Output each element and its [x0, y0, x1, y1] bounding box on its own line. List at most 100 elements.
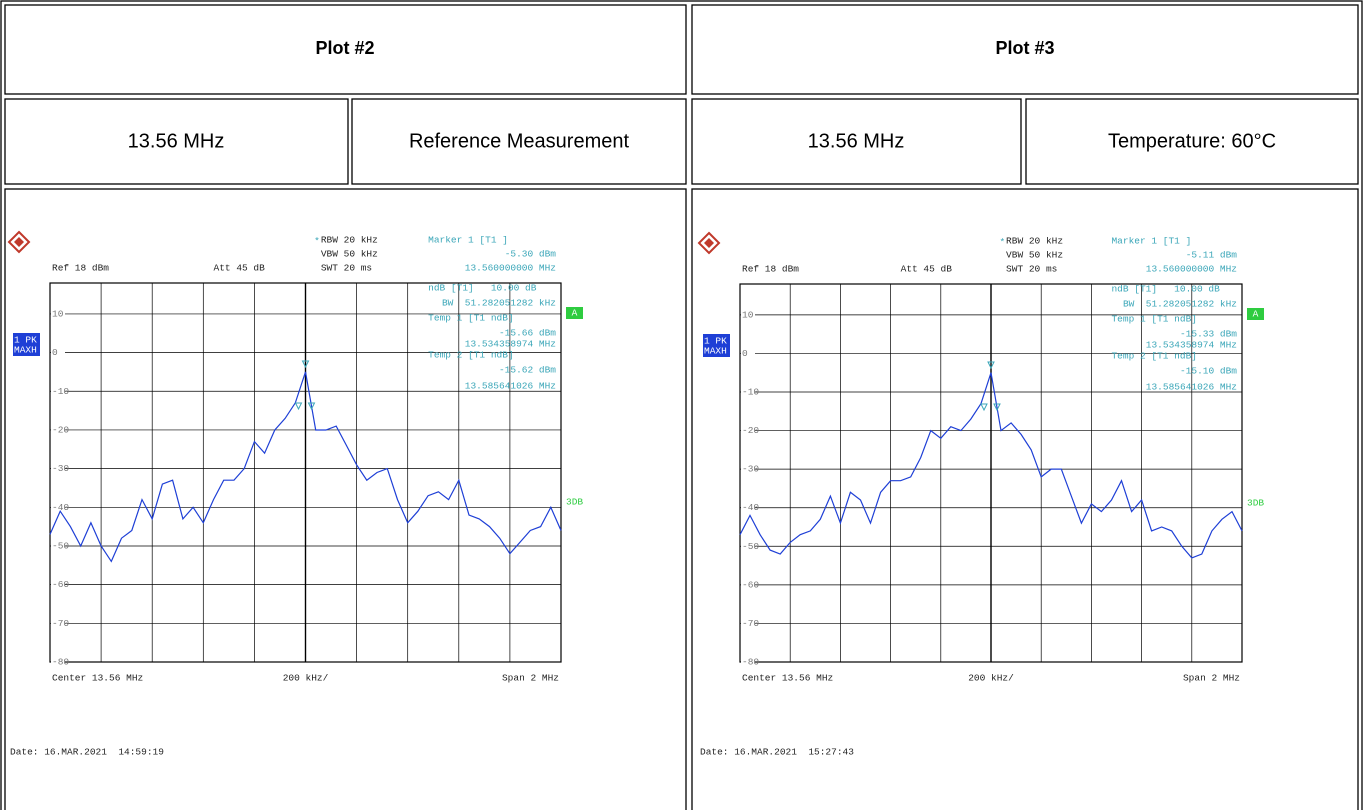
tick-label-bg — [51, 502, 65, 513]
tick-label-bg — [51, 424, 65, 435]
marker-info: 13.560000000 MHz — [1146, 264, 1237, 275]
rbw-star: * — [314, 236, 320, 247]
cell — [351, 98, 687, 185]
ref-level: Ref 18 dBm — [742, 264, 799, 275]
display-box — [1247, 308, 1264, 320]
marker-info: -15.66 dBm — [499, 328, 556, 339]
trace-label: 1 PK — [704, 336, 727, 347]
cell — [691, 188, 1359, 810]
display-label: A — [572, 308, 578, 319]
date: Date: 16.MAR.2021 15:27:43 — [700, 747, 854, 758]
tick-label-bg — [741, 387, 755, 397]
cell — [691, 4, 1359, 95]
marker-info: 13.585641026 MHz — [1146, 382, 1237, 393]
rbw: RBW 20 kHz — [1006, 236, 1063, 247]
y-tick-label: -30 — [742, 464, 759, 475]
marker-temp — [307, 402, 316, 411]
date: Date: 16.MAR.2021 14:59:19 — [10, 747, 164, 758]
marker-info: 13.585641026 MHz — [465, 381, 556, 392]
y-tick-label: 0 — [742, 348, 748, 359]
trace-label-box — [13, 333, 40, 356]
y-tick-label: -20 — [52, 424, 69, 435]
y-tick-label: 10 — [52, 308, 64, 319]
y-tick-label: -40 — [742, 502, 759, 513]
header: Plot #2 — [315, 38, 374, 58]
subheader: Temperature: 60°C — [1108, 130, 1276, 152]
attenuation: Att 45 dB — [214, 263, 266, 274]
subheader: 13.56 MHz — [128, 130, 225, 152]
marker-temp — [980, 403, 988, 412]
marker-info: Marker 1 [T1 ] — [428, 235, 508, 246]
trace-label: MAXH — [14, 345, 37, 356]
marker-info: -5.11 dBm — [1186, 250, 1238, 261]
marker-info: Temp 2 [T1 ndB] — [428, 350, 514, 361]
y-tick-label: -60 — [742, 579, 759, 590]
marker-info: Temp 1 [T1 ndB] — [1111, 314, 1197, 325]
tick-label-bg — [741, 657, 755, 667]
rbw-star: * — [1000, 237, 1006, 248]
marker-info: 13.560000000 MHz — [465, 263, 556, 274]
y-tick-label: -50 — [52, 540, 69, 551]
tick-label-bg — [51, 540, 65, 551]
ref-level: Ref 18 dBm — [52, 263, 109, 274]
per-div: 200 kHz/ — [283, 673, 329, 684]
tick-label-bg — [51, 657, 65, 667]
vbw: VBW 50 kHz — [321, 249, 378, 260]
trace-label: 1 PK — [14, 335, 37, 346]
trace-label-box — [703, 334, 730, 357]
tick-label-bg — [51, 347, 65, 358]
marker-info: BW 51.282051282 kHz — [442, 298, 556, 309]
cell — [4, 188, 687, 810]
tick-label-bg — [741, 579, 755, 590]
marker-info: Temp 2 [T1 ndB] — [1111, 351, 1197, 362]
trace — [49, 371, 562, 563]
marker-info: Temp 1 [T1 ndB] — [428, 313, 514, 324]
rbw: RBW 20 kHz — [321, 235, 378, 246]
y-tick-label: -70 — [52, 618, 69, 629]
center-freq: Center 13.56 MHz — [52, 673, 143, 684]
display-label: A — [1253, 309, 1259, 320]
y-tick-label: -30 — [52, 463, 69, 474]
y-tick-label: -50 — [742, 541, 759, 552]
marker-info: -15.10 dBm — [1180, 366, 1237, 377]
subheader: Reference Measurement — [409, 130, 630, 152]
y-tick-label: -20 — [742, 425, 759, 436]
per-div: 200 kHz/ — [968, 673, 1014, 684]
span: Span 2 MHz — [502, 673, 559, 684]
tick-label-bg — [741, 425, 755, 436]
marker-info: 13.534358974 MHz — [465, 339, 556, 350]
tick-label-bg — [51, 618, 65, 629]
tick-label-bg — [51, 579, 65, 590]
tick-label-bg — [741, 309, 755, 320]
limit-label: 3DB — [566, 497, 583, 508]
tick-label-bg — [741, 502, 755, 513]
header: Plot #3 — [995, 38, 1054, 58]
swt: SWT 20 ms — [1006, 264, 1057, 275]
marker-info: BW 51.282051282 kHz — [1123, 299, 1237, 310]
marker-info: Marker 1 [T1 ] — [1111, 236, 1191, 247]
attenuation: Att 45 dB — [901, 264, 953, 275]
cell — [1025, 98, 1359, 185]
subheader: 13.56 MHz — [808, 130, 905, 152]
marker-t1 — [301, 360, 310, 369]
limit-label: 3DB — [1247, 498, 1264, 509]
marker-info: ndB [T1] 10.00 dB — [1111, 284, 1220, 295]
y-tick-label: 0 — [52, 347, 58, 358]
y-tick-label: -60 — [52, 579, 69, 590]
marker-t1 — [987, 361, 995, 370]
tick-label-bg — [741, 541, 755, 552]
marker-info: -15.33 dBm — [1180, 329, 1237, 340]
y-tick-label: -80 — [742, 657, 759, 668]
tick-label-bg — [51, 463, 65, 474]
marker-info: -5.30 dBm — [505, 249, 557, 260]
marker-temp — [294, 402, 303, 411]
cell — [4, 4, 687, 95]
y-tick-label: -40 — [52, 502, 69, 513]
cell — [4, 98, 349, 185]
logo — [704, 238, 714, 248]
swt: SWT 20 ms — [321, 263, 372, 274]
tick-label-bg — [741, 348, 755, 359]
display-box — [566, 307, 583, 319]
